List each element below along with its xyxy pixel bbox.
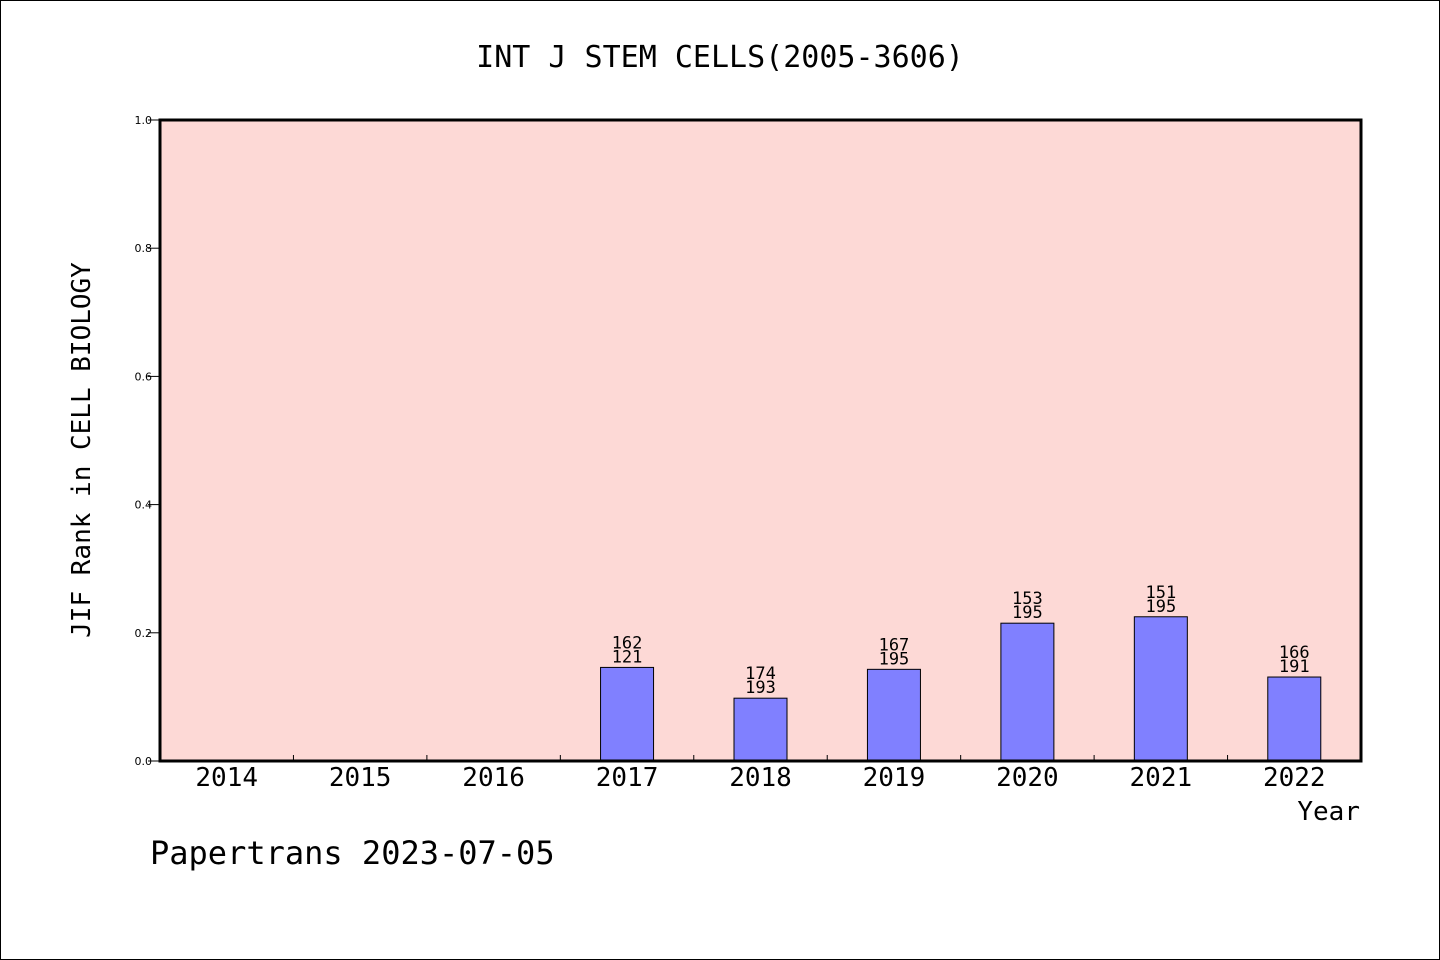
y-tick-label: 1.0 xyxy=(135,114,153,127)
bar-2021 xyxy=(1133,616,1188,762)
y-tick-label: 0.8 xyxy=(135,242,153,255)
x-tick-label: 2017 xyxy=(596,763,659,793)
bar-2018 xyxy=(733,697,788,762)
bar-label-top: 153 xyxy=(1012,589,1043,609)
x-tick-label: 2022 xyxy=(1263,763,1326,793)
x-tick-label: 2020 xyxy=(996,763,1059,793)
y-axis: 0.0 0.2 0.4 0.6 0.8 1.0 xyxy=(135,114,160,768)
x-tick-label: 2021 xyxy=(1130,763,1193,793)
x-tick-label: 2015 xyxy=(329,763,392,793)
y-tick-label: 0.2 xyxy=(135,627,153,640)
bar-2022 xyxy=(1267,676,1322,762)
bar-label-bottom: 195 xyxy=(879,649,910,669)
y-tick-label: 0.0 xyxy=(135,755,153,768)
plot-border xyxy=(158,118,1363,763)
bar-label-top: 166 xyxy=(1279,643,1310,663)
bar-label-bottom: 195 xyxy=(1145,597,1176,617)
x-axis-label: Year xyxy=(1297,797,1360,827)
x-tick-label: 2014 xyxy=(195,763,258,793)
bars-group xyxy=(600,616,1322,762)
y-tick-label: 0.6 xyxy=(135,370,153,383)
bar-label-top: 174 xyxy=(745,664,776,684)
x-tick-label: 2016 xyxy=(462,763,525,793)
bar-label-bottom: 191 xyxy=(1279,657,1310,677)
y-tick-label: 0.4 xyxy=(135,499,153,512)
footer-watermark: Papertrans 2023-07-05 xyxy=(150,834,555,872)
bar-label-top: 151 xyxy=(1145,583,1176,603)
bar-label-bottom: 193 xyxy=(745,678,776,698)
bar-2017 xyxy=(600,666,655,762)
bar-label-bottom: 121 xyxy=(612,647,643,667)
x-axis: 2014 2015 2016 2017 2018 2019 2020 2021 2022 xyxy=(195,755,1326,793)
bar-2019 xyxy=(866,668,921,762)
bar-label-top: 162 xyxy=(612,633,643,653)
bar-label-top: 167 xyxy=(879,635,910,655)
x-tick-label: 2019 xyxy=(863,763,926,793)
y-axis-label: JIF Rank in CELL BIOLOGY xyxy=(67,262,97,638)
bar-2020 xyxy=(1000,622,1055,762)
bar-label-bottom: 195 xyxy=(1012,603,1043,623)
x-tick-label: 2018 xyxy=(729,763,792,793)
chart-title: INT J STEM CELLS(2005-3606) xyxy=(476,40,964,75)
